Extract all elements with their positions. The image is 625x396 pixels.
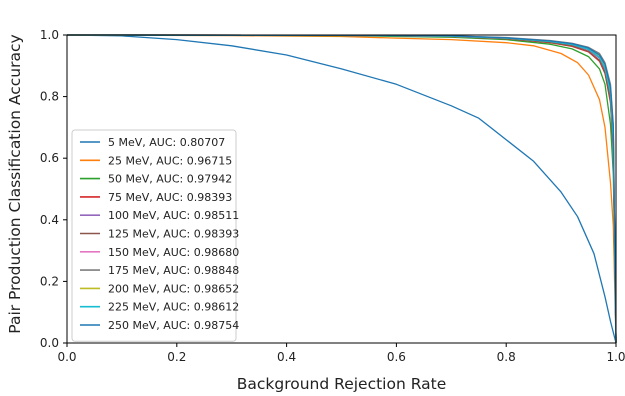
legend-label: 200 MeV, AUC: 0.98652 (108, 282, 239, 295)
legend-label: 100 MeV, AUC: 0.98511 (108, 209, 239, 222)
series-layer (66, 34, 617, 344)
legend-label: 225 MeV, AUC: 0.98612 (108, 301, 239, 314)
y-axis-title: Pair Production Classification Accuracy (6, 34, 24, 333)
legend-label: 125 MeV, AUC: 0.98393 (108, 228, 239, 241)
legend-label: 75 MeV, AUC: 0.98393 (108, 191, 232, 204)
legend: 5 MeV, AUC: 0.80707 25 MeV, AUC: 0.96715 5… (71, 129, 239, 342)
y-tick-label: 0.6 (40, 151, 59, 165)
series-line-10 (66, 34, 617, 344)
y-tick-label: 1.0 (40, 28, 59, 42)
legend-label: 25 MeV, AUC: 0.96715 (108, 154, 232, 167)
y-tick-label: 0.0 (40, 336, 59, 350)
x-tick-label: 0.0 (57, 350, 76, 364)
legend-label: 50 MeV, AUC: 0.97942 (108, 173, 232, 186)
x-tick-label: 0.2 (167, 350, 186, 364)
x-tick-label: 1.0 (606, 350, 625, 364)
x-axis-title: Background Rejection Rate (237, 375, 447, 393)
ticks-layer: 0.0 0.2 0.4 0.6 0.8 1.0 0.0 0.2 0.4 0.6 0.8 1.0 (40, 28, 625, 364)
legend-box (71, 129, 237, 342)
legend-label: 150 MeV, AUC: 0.98680 (108, 246, 239, 259)
legend-label: 250 MeV, AUC: 0.98754 (108, 319, 239, 332)
series-line-1 (66, 34, 617, 344)
legend-label: 175 MeV, AUC: 0.98848 (108, 264, 239, 277)
legend-label: 5 MeV, AUC: 0.80707 (108, 136, 225, 149)
x-tick-label: 0.8 (497, 350, 516, 364)
x-tick-label: 0.4 (277, 350, 296, 364)
y-tick-label: 0.4 (40, 213, 59, 227)
series-line-0 (66, 34, 617, 344)
plot-frame (66, 34, 617, 344)
y-tick-label: 0.8 (40, 90, 59, 104)
x-tick-label: 0.6 (387, 350, 406, 364)
y-tick-label: 0.2 (40, 274, 59, 288)
